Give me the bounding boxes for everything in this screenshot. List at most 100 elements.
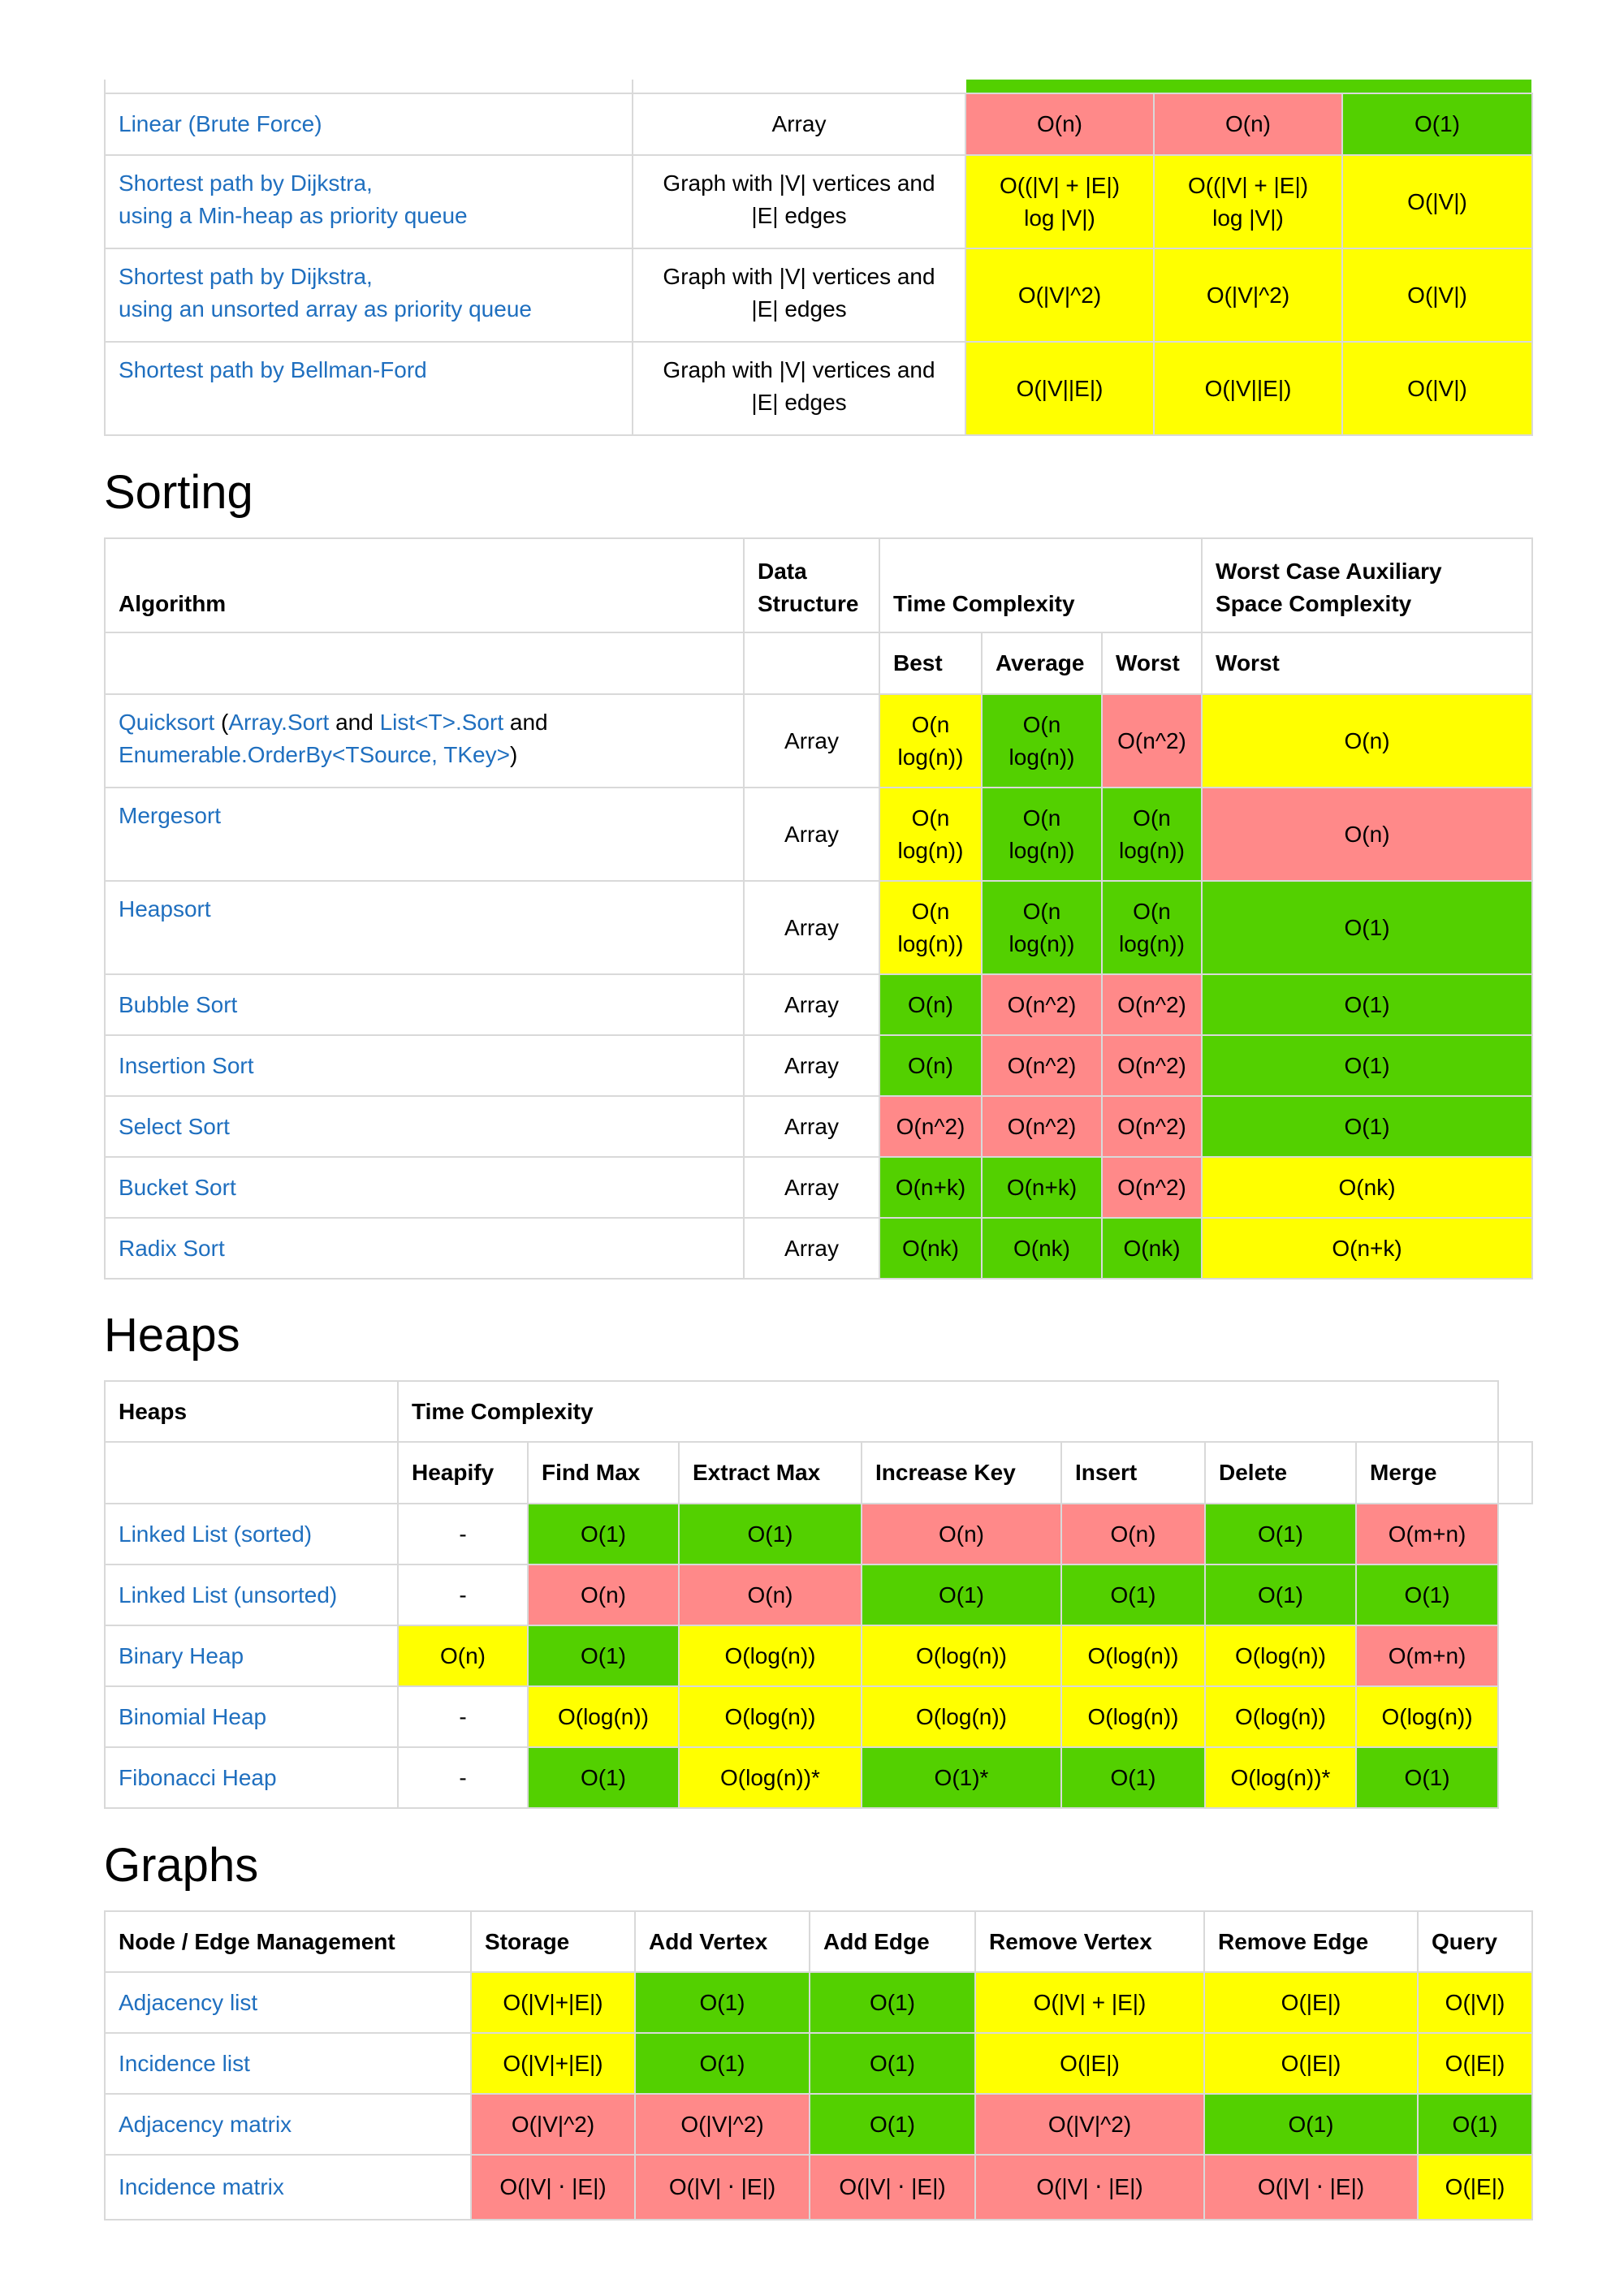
structure-cell: Array [743, 1156, 880, 1219]
header-line: Structure [758, 591, 859, 616]
extract-max-cell: O(log(n)) [678, 1625, 862, 1687]
list-sort-link[interactable]: List<T>.Sort [379, 710, 504, 735]
sorting-heading: Sorting [104, 466, 253, 519]
algorithm-line: using a Min-heap as priority queue [119, 203, 468, 228]
algorithm-cell: Shortest path by Bellman-Ford [104, 341, 633, 436]
heap-name-cell: Linked List (sorted) [104, 1503, 399, 1565]
structure-cell: Array [743, 787, 880, 882]
merge-cell: O(log(n)) [1354, 1685, 1500, 1748]
algorithm-link[interactable]: Bubble Sort [119, 991, 238, 1017]
worst-cell: O(n log(n)) [1100, 880, 1203, 975]
query-cell: O(|E|) [1417, 2154, 1533, 2220]
algorithm-link[interactable]: Radix Sort [119, 1235, 225, 1261]
algorithm-link[interactable]: Linear (Brute Force) [119, 111, 322, 136]
sorting-table: Algorithm Data Structure Time Complexity … [104, 537, 1534, 1280]
value-line: log(n)) [1009, 837, 1075, 863]
graph-link[interactable]: Incidence list [119, 2050, 250, 2076]
algorithm-link[interactable]: Heapsort [119, 896, 211, 921]
algorithm-line: Shortest path by Dijkstra, [119, 170, 373, 196]
space-cell: O(nk) [1201, 1156, 1534, 1219]
find-max-cell: O(1) [527, 1503, 680, 1565]
complexity-cell: O(1) [1341, 93, 1533, 156]
algorithm-cell: Heapsort [104, 880, 745, 975]
value-line: O(n [911, 711, 950, 737]
heap-link[interactable]: Fibonacci Heap [119, 1764, 277, 1790]
value-line: log(n)) [1119, 837, 1185, 863]
increase-key-cell: O(log(n)) [861, 1625, 1062, 1687]
delete-cell: O(1) [1204, 1564, 1357, 1626]
heap-link[interactable]: Binary Heap [119, 1642, 244, 1668]
algorithm-link[interactable]: Shortest path by Bellman-Ford [119, 357, 427, 382]
table-row: Quicksort (Array.Sort and List<T>.Sort a… [104, 693, 1534, 788]
heap-link[interactable]: Linked List (sorted) [119, 1521, 313, 1547]
worst-cell: O(n log(n)) [1100, 787, 1203, 882]
structure-line: |E| edges [751, 203, 847, 228]
complexity-cell: O(|V|) [1341, 341, 1533, 436]
graph-name-cell: Adjacency matrix [104, 2093, 472, 2156]
storage-cell: O(|V| ⋅ |E|) [470, 2154, 636, 2220]
worst-cell: O(n^2) [1100, 693, 1203, 788]
algorithm-link[interactable]: Mergesort [119, 803, 222, 828]
complexity-cell: O(n) [1153, 93, 1343, 156]
header-time-complexity: Time Complexity [878, 537, 1203, 633]
spacer-cell [1498, 1686, 1532, 1747]
array-sort-link[interactable]: Array.Sort [228, 710, 330, 735]
header-heapify: Heapify [397, 1441, 529, 1504]
header-row: Heaps Time Complexity [104, 1380, 1532, 1443]
header-insert: Insert [1060, 1441, 1206, 1504]
algorithm-link[interactable]: Shortest path by Dijkstra, using a Min-he… [119, 170, 468, 228]
heap-link[interactable]: Binomial Heap [119, 1703, 267, 1729]
remove-vertex-cell: O(|E|) [974, 2032, 1205, 2095]
searching-table: Linear (Brute Force) Array O(n) O(n) O(1… [104, 93, 1533, 436]
algorithm-cell: Radix Sort [104, 1217, 745, 1280]
value-line: log(n)) [1009, 744, 1075, 770]
complexity-cell: O(n) [965, 93, 1155, 156]
algorithm-link[interactable]: Select Sort [119, 1113, 230, 1139]
space-cell: O(1) [1201, 880, 1534, 975]
table-row: Select Sort Array O(n^2) O(n^2) O(n^2) O… [104, 1095, 1534, 1158]
subheader-row: Best Average Worst Worst [104, 632, 1534, 695]
heap-link[interactable]: Linked List (unsorted) [119, 1582, 338, 1608]
header-data-structure: Data Structure [743, 537, 880, 633]
find-max-cell: O(n) [527, 1564, 680, 1626]
remove-edge-cell: O(|E|) [1203, 2032, 1419, 2095]
graph-link[interactable]: Adjacency matrix [119, 2111, 292, 2137]
remove-vertex-cell: O(|V| ⋅ |E|) [974, 2154, 1205, 2220]
table-row: Incidence matrix O(|V| ⋅ |E|) O(|V| ⋅ |E… [104, 2154, 1533, 2220]
table-border-fragment [104, 80, 106, 93]
text: and [329, 710, 380, 735]
algorithm-cell: Insertion Sort [104, 1034, 745, 1097]
header-time-complexity: Time Complexity [396, 1380, 1500, 1443]
empty-header-cell [104, 632, 745, 695]
merge-cell: O(1) [1354, 1564, 1500, 1626]
header-extract-max: Extract Max [678, 1441, 862, 1504]
find-max-cell: O(1) [527, 1746, 680, 1809]
header-node-edge: Node / Edge Management [104, 1910, 472, 1973]
query-cell: O(1) [1417, 2093, 1533, 2156]
table-row: Shortest path by Bellman-Ford Graph with… [104, 341, 1533, 436]
complexity-cell: O(|V||E|) [1153, 341, 1343, 436]
algorithm-cell: Mergesort [104, 787, 745, 882]
table-row: Insertion Sort Array O(n) O(n^2) O(n^2) … [104, 1034, 1534, 1097]
header-line: Worst Case Auxiliary [1216, 559, 1442, 584]
algorithm-link[interactable]: Shortest path by Dijkstra, using an unsor… [119, 264, 532, 322]
table-row: Linked List (unsorted) - O(n) O(n) O(1) … [104, 1564, 1532, 1626]
structure-cell: Array [743, 880, 880, 975]
value-line: log |V|) [1024, 205, 1095, 231]
header-add-vertex: Add Vertex [634, 1910, 810, 1973]
increase-key-cell: O(1)* [861, 1746, 1062, 1809]
header-delete: Delete [1204, 1441, 1357, 1504]
graph-name-cell: Adjacency list [104, 1971, 472, 2034]
algorithm-link[interactable]: Bucket Sort [119, 1174, 236, 1200]
delete-cell: O(log(n)) [1204, 1625, 1357, 1687]
graph-link[interactable]: Adjacency list [119, 1989, 258, 2015]
heapify-cell: O(n) [397, 1625, 529, 1687]
find-max-cell: O(1) [527, 1625, 680, 1687]
value-line: O(n [1022, 711, 1061, 737]
remove-vertex-cell: O(|V| + |E|) [974, 1971, 1205, 2034]
orderby-link[interactable]: Enumerable.OrderBy<TSource, TKey> [119, 742, 510, 767]
quicksort-link[interactable]: Quicksort [119, 710, 215, 735]
algorithm-link[interactable]: Insertion Sort [119, 1052, 254, 1078]
graph-link[interactable]: Incidence matrix [119, 2174, 284, 2199]
add-edge-cell: O(|V| ⋅ |E|) [809, 2154, 976, 2220]
